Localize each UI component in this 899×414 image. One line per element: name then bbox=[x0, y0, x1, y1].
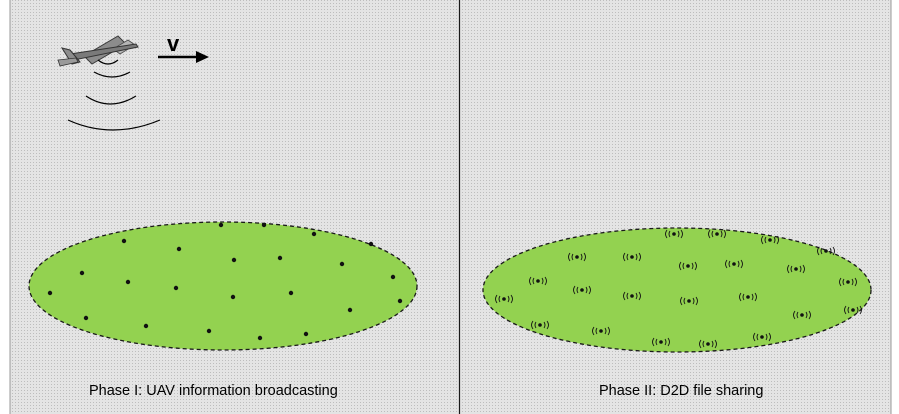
ground-user-dot bbox=[79, 270, 85, 276]
ground-user-dot bbox=[231, 257, 237, 263]
ground-user-dot bbox=[368, 241, 374, 247]
velocity-arrow bbox=[158, 51, 209, 63]
ground-user-dot bbox=[230, 294, 236, 300]
d2d-device-icon bbox=[761, 235, 779, 245]
ground-area-phase1 bbox=[28, 221, 418, 351]
ground-user-dot bbox=[397, 298, 403, 304]
ground-users bbox=[47, 222, 403, 341]
ground-user-dot bbox=[125, 279, 131, 285]
ground-user-dot bbox=[176, 246, 182, 252]
broadcast-waves-icon bbox=[67, 59, 161, 131]
d2d-device-icon bbox=[839, 277, 857, 287]
d2d-device-icon bbox=[787, 264, 805, 274]
d2d-device-icon bbox=[568, 252, 586, 262]
ground-user-dot bbox=[83, 315, 89, 321]
d2d-device-icon bbox=[592, 326, 610, 336]
ground-user-dot bbox=[347, 307, 353, 313]
d2d-device-icon bbox=[817, 246, 835, 256]
ground-user-dot bbox=[261, 222, 267, 228]
ground-user-dot bbox=[277, 255, 283, 261]
ground-user-dot bbox=[303, 331, 309, 337]
d2d-device-icon bbox=[665, 229, 683, 239]
d2d-device-icon bbox=[680, 296, 698, 306]
d2d-device-icon bbox=[529, 276, 547, 286]
ground-user-dot bbox=[311, 231, 317, 237]
d2d-device-icon bbox=[531, 320, 549, 330]
d2d-device-icon bbox=[708, 229, 726, 239]
d2d-device-icon bbox=[495, 294, 513, 304]
ground-user-dot bbox=[206, 328, 212, 334]
d2d-device-icon bbox=[725, 259, 743, 269]
d2d-device-icon bbox=[573, 285, 591, 295]
d2d-device-icon bbox=[623, 252, 641, 262]
ground-user-dot bbox=[47, 290, 53, 296]
caption-phase1: Phase I: UAV information broadcasting bbox=[89, 383, 338, 399]
d2d-device-icon bbox=[679, 261, 697, 271]
caption-phase2: Phase II: D2D file sharing bbox=[599, 383, 763, 399]
d2d-device-icon bbox=[753, 332, 771, 342]
d2d-devices bbox=[495, 229, 862, 349]
ground-user-dot bbox=[143, 323, 149, 329]
d2d-device-icon bbox=[623, 291, 641, 301]
d2d-device-icon bbox=[652, 337, 670, 347]
velocity-label: v bbox=[167, 31, 180, 56]
ground-user-dot bbox=[173, 285, 179, 291]
d2d-device-icon bbox=[699, 339, 717, 349]
ground-area-phase2 bbox=[482, 227, 872, 353]
d2d-device-icon bbox=[739, 292, 757, 302]
uav-icon bbox=[57, 35, 139, 67]
d2d-device-icon bbox=[793, 310, 811, 320]
ground-user-dot bbox=[218, 222, 224, 228]
ground-user-dot bbox=[121, 238, 127, 244]
d2d-device-icon bbox=[844, 305, 862, 315]
ground-user-dot bbox=[288, 290, 294, 296]
ground-user-dot bbox=[339, 261, 345, 267]
ground-user-dot bbox=[257, 335, 263, 341]
ground-user-dot bbox=[390, 274, 396, 280]
